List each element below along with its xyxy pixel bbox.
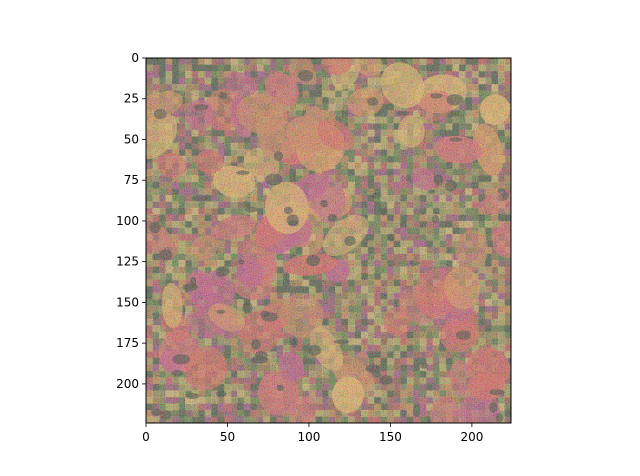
y-tick-label: 200 (116, 377, 139, 391)
y-tick-label: 0 (131, 51, 139, 65)
x-axis: 0 50 100 150 200 (142, 423, 483, 444)
y-tick-label: 175 (116, 336, 139, 350)
plot-frame (145, 57, 512, 424)
y-axis: 0 25 50 75 100 125 150 175 200 (116, 51, 146, 391)
y-tick-label: 125 (116, 255, 139, 269)
x-tick-label: 200 (460, 430, 483, 444)
y-tick-label: 50 (124, 132, 139, 146)
y-tick-label: 100 (116, 214, 139, 228)
x-tick-label: 100 (297, 430, 320, 444)
x-tick-label: 50 (220, 430, 235, 444)
x-tick-label: 0 (142, 430, 150, 444)
y-tick-label: 150 (116, 295, 139, 309)
x-tick-label: 150 (379, 430, 402, 444)
y-tick-label: 75 (124, 173, 139, 187)
y-tick-label: 25 (124, 92, 139, 106)
noise-texture (146, 58, 511, 423)
